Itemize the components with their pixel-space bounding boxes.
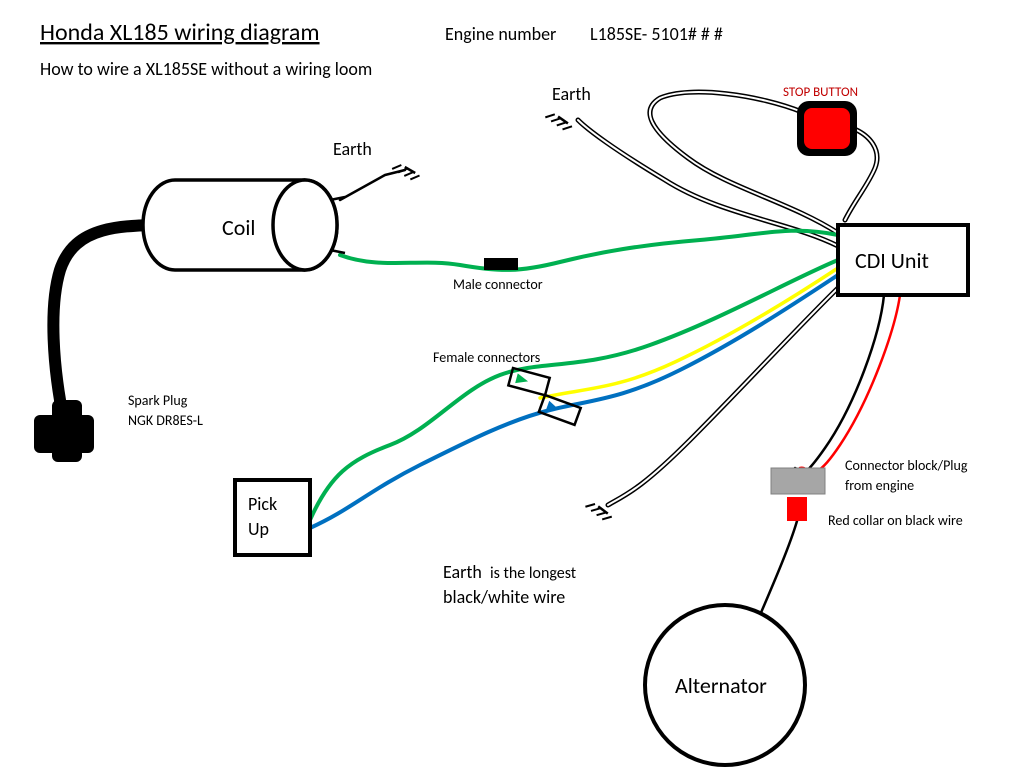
title: Honda XL185 wiring diagram <box>40 18 320 47</box>
wiring-diagram: Honda XL185 wiring diagram Engine number… <box>0 0 1016 775</box>
earth-stop-label: Earth <box>552 83 591 105</box>
connector-block <box>771 468 825 494</box>
spark-plug-assembly <box>34 400 94 462</box>
stop-button <box>797 101 857 156</box>
alternator-label: Alternator <box>675 672 767 699</box>
pickup-label-1: Pick <box>248 493 277 515</box>
engine-number: L185SE- 5101# # # <box>590 23 723 45</box>
wire-cdi_red <box>800 295 900 472</box>
earth-center-1: Earth is the longest <box>443 561 577 583</box>
wire-coil_to_cdi_green <box>340 231 838 270</box>
cdi-label: CDI Unit <box>855 247 929 274</box>
wire-coil_earth <box>340 170 405 200</box>
stop-button-label: STOP BUTTON <box>783 85 858 100</box>
earth-coil-label: Earth <box>333 138 372 160</box>
male-connector-label: Male connector <box>453 276 543 293</box>
red-collar-label: Red collar on black wire <box>828 512 963 529</box>
spark-plug-label-1: Spark Plug <box>128 392 188 409</box>
wire-cdi_blue <box>310 275 838 528</box>
coil-label: Coil <box>222 214 255 241</box>
spark-plug-label-2: NGK DR8ES-L <box>128 412 203 429</box>
earth-symbol-stop <box>545 111 572 133</box>
earth-center-3: black/white wire <box>443 586 565 608</box>
connector-block-label-2: from engine <box>845 477 914 494</box>
subtitle: How to wire a XL185SE without a wiring l… <box>40 58 372 80</box>
female-connector-label: Female connectors <box>433 349 540 366</box>
wire-alternator_up <box>760 521 797 615</box>
pickup-label-2: Up <box>248 518 269 540</box>
connector-block-label-1: Connector block/Plug <box>845 457 968 474</box>
male-connector <box>484 258 518 270</box>
pickup-box <box>235 480 310 555</box>
red-collar <box>787 497 807 521</box>
engine-label: Engine number <box>445 23 556 45</box>
